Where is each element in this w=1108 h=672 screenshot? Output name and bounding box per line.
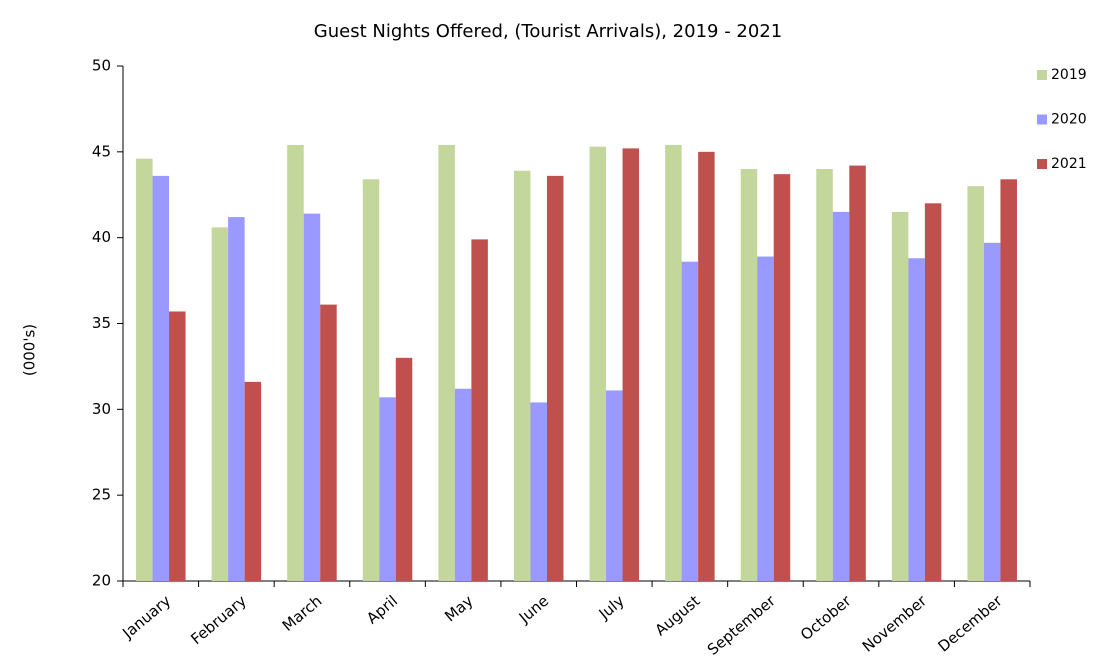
x-tick-label: August — [652, 592, 704, 640]
legend-swatch — [1037, 159, 1047, 169]
bar — [983, 242, 1001, 582]
bar — [454, 388, 472, 581]
legend-swatch — [1037, 70, 1047, 80]
bar — [471, 239, 488, 581]
bar — [320, 304, 337, 581]
y-tick-label: 20 — [92, 572, 111, 590]
bar — [287, 144, 304, 581]
bar — [211, 227, 229, 581]
bar — [606, 390, 623, 581]
chart-title: Guest Nights Offered, (Tourist Arrivals)… — [314, 21, 782, 42]
bar — [681, 261, 699, 581]
bar — [169, 311, 186, 581]
y-tick-label: 40 — [92, 228, 111, 246]
bar — [546, 175, 564, 581]
legend-label: 2021 — [1051, 156, 1087, 172]
y-tick-label: 50 — [92, 57, 111, 75]
bar — [362, 179, 380, 582]
bar — [513, 170, 531, 581]
y-tick-label: 45 — [92, 142, 111, 160]
x-tick-label: April — [363, 592, 401, 628]
bar — [303, 213, 321, 581]
x-tick-label: January — [118, 592, 174, 643]
x-tick-label: February — [187, 592, 250, 649]
x-tick-label: October — [797, 591, 855, 644]
bar — [589, 146, 607, 581]
bar — [228, 217, 245, 582]
bar — [152, 175, 170, 581]
bar — [908, 258, 925, 581]
x-tick-label: September — [704, 591, 780, 659]
y-tick-label: 30 — [92, 400, 111, 418]
x-tick-label: July — [595, 592, 628, 624]
bar — [395, 357, 413, 581]
bar — [379, 397, 396, 581]
y-tick-label: 25 — [92, 486, 111, 504]
legend-label: 2020 — [1051, 112, 1087, 128]
bar — [438, 144, 455, 581]
bar — [136, 158, 153, 581]
bar — [849, 165, 866, 582]
legend-label: 2019 — [1051, 67, 1087, 83]
bar — [530, 402, 547, 581]
x-tick-label: March — [279, 592, 326, 635]
y-tick-label: 35 — [92, 314, 111, 332]
x-tick-label: May — [441, 592, 476, 626]
bar — [967, 186, 984, 581]
bar — [665, 144, 682, 581]
bar — [816, 169, 833, 581]
bar — [924, 203, 942, 582]
bar — [757, 256, 774, 581]
bar — [698, 151, 715, 582]
x-tick-label: November — [859, 591, 931, 655]
bar — [773, 174, 791, 581]
x-tick-label: June — [515, 592, 552, 627]
legend-swatch — [1037, 114, 1047, 125]
x-tick-label: December — [935, 591, 1007, 655]
bar — [832, 211, 850, 581]
bar — [244, 381, 262, 581]
bar — [740, 169, 758, 581]
bar — [622, 148, 640, 581]
bar — [1000, 179, 1017, 582]
bar — [891, 211, 909, 581]
y-axis-label: (000's) — [21, 324, 39, 376]
